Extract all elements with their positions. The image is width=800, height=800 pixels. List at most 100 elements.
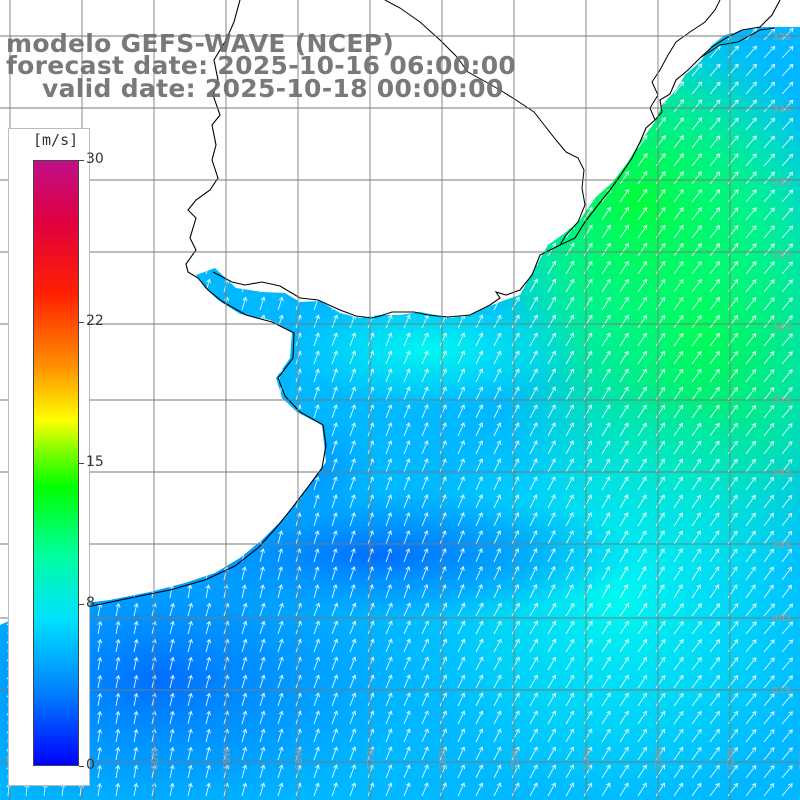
colorbar-tick-mark <box>79 321 84 323</box>
wind-arrow <box>655 602 666 617</box>
wind-arrow <box>763 422 775 437</box>
wind-arrow <box>673 242 684 257</box>
wind-arrow <box>529 692 538 707</box>
wind-arrow <box>439 746 447 761</box>
wind-arrow <box>439 692 448 707</box>
wind-arrow <box>619 458 629 473</box>
wind-arrow <box>745 584 756 599</box>
wind-arrow <box>637 656 648 671</box>
wind-arrow <box>403 548 411 563</box>
wind-arrow <box>529 278 538 293</box>
wind-arrow <box>529 512 538 527</box>
wind-arrow <box>655 404 665 419</box>
colorbar-tick-mark <box>79 604 84 606</box>
wind-arrow <box>709 548 720 563</box>
wind-arrow <box>439 764 447 779</box>
wind-arrow <box>187 746 193 761</box>
wind-arrow <box>565 728 575 743</box>
wind-arrow <box>763 404 775 419</box>
wind-arrow <box>583 530 592 545</box>
wind-arrow <box>385 440 393 455</box>
wind-arrow <box>493 710 502 725</box>
wind-arrow <box>457 368 466 383</box>
wind-arrow <box>655 692 666 707</box>
wind-arrow <box>601 620 611 635</box>
wind-arrow <box>547 530 556 545</box>
wind-arrow <box>745 45 758 59</box>
wind-arrow <box>763 261 775 275</box>
wind-arrow <box>745 404 757 419</box>
wind-arrow <box>745 729 757 743</box>
wind-arrow <box>727 440 738 455</box>
wind-arrow <box>403 782 411 797</box>
wind-arrow <box>745 639 757 653</box>
wind-arrow <box>583 782 593 797</box>
wind-arrow <box>637 476 647 491</box>
wind-arrow <box>493 782 502 797</box>
wind-arrow <box>565 476 574 491</box>
wind-arrow <box>601 278 611 293</box>
wind-arrow <box>673 476 683 491</box>
wind-arrow <box>637 188 648 203</box>
wind-arrow <box>457 404 465 419</box>
wind-arrow <box>421 476 429 491</box>
wind-arrow <box>601 206 611 221</box>
wind-arrow <box>493 512 502 527</box>
wind-arrow <box>475 332 484 347</box>
title-model: modelo GEFS-WAVE (NCEP) <box>6 29 395 58</box>
wind-arrow <box>601 260 611 275</box>
wind-arrow <box>529 674 538 689</box>
wind-arrow <box>367 782 375 797</box>
wind-arrow <box>565 440 574 455</box>
wind-arrow <box>277 656 284 671</box>
wind-arrow <box>745 135 757 149</box>
wind-arrow <box>259 710 266 725</box>
wind-arrow <box>709 710 720 725</box>
wind-arrow <box>547 458 556 473</box>
wind-arrow <box>475 692 484 707</box>
wind-arrow <box>277 638 284 653</box>
wind-arrow <box>601 458 611 473</box>
wind-arrow <box>691 207 702 221</box>
wind-arrow <box>313 386 320 401</box>
wind-arrow <box>511 440 520 455</box>
wind-arrow <box>547 332 556 347</box>
wind-arrow <box>691 458 702 473</box>
wind-arrow <box>439 386 447 401</box>
wind-arrow <box>547 422 556 437</box>
wind-arrow <box>475 476 483 491</box>
wind-arrow <box>619 368 629 383</box>
wind-arrow <box>331 332 339 347</box>
wind-arrow <box>619 512 629 527</box>
wind-arrow <box>709 332 720 347</box>
wind-arrow <box>493 422 502 437</box>
wind-arrow <box>709 494 720 509</box>
wind-arrow <box>421 602 430 617</box>
wind-arrow <box>529 422 538 437</box>
wind-arrow <box>745 746 757 761</box>
wind-arrow <box>655 224 666 239</box>
wind-arrow <box>475 728 484 743</box>
wind-arrow <box>763 747 775 761</box>
wind-arrow <box>529 584 538 599</box>
wind-arrow <box>655 350 666 365</box>
wind-arrow <box>583 224 593 239</box>
wind-arrow <box>709 368 720 383</box>
wind-arrow <box>349 710 357 725</box>
latitude-label: 38S <box>772 468 791 479</box>
wind-arrow <box>547 728 556 743</box>
wind-arrow <box>745 243 757 257</box>
wind-arrow <box>349 440 356 455</box>
wind-arrow <box>565 530 574 545</box>
wind-arrow <box>475 458 484 473</box>
wind-arrow <box>655 296 666 311</box>
wind-arrow <box>511 782 520 797</box>
wind-arrow <box>583 692 593 707</box>
wind-arrow <box>763 458 775 473</box>
wind-arrow <box>277 710 284 725</box>
wind-arrow <box>619 584 629 599</box>
wind-arrow <box>529 548 538 563</box>
wind-arrow <box>745 153 757 167</box>
wind-arrow <box>457 692 466 707</box>
wind-arrow <box>709 261 721 275</box>
